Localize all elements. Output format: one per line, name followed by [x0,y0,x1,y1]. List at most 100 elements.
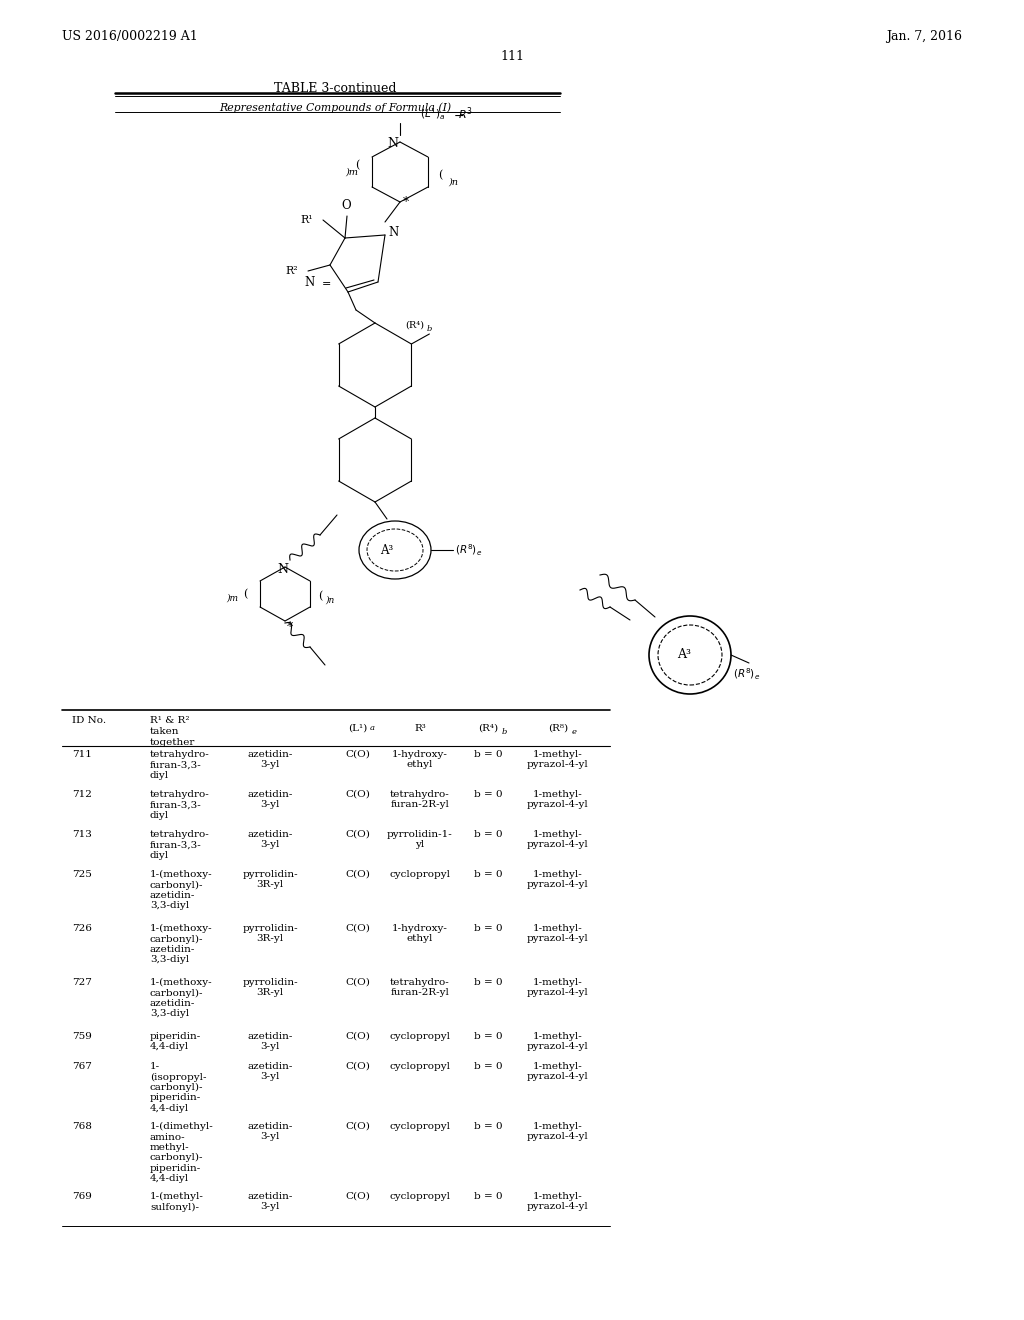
Text: b = 0: b = 0 [474,1032,503,1041]
Text: azetidin-
3-yl: azetidin- 3-yl [248,1122,293,1142]
Text: 1-(methoxy-
carbonyl)-
azetidin-
3,3-diyl: 1-(methoxy- carbonyl)- azetidin- 3,3-diy… [150,978,213,1019]
Text: *: * [287,620,293,634]
Text: 1-methyl-
pyrazol-4-yl: 1-methyl- pyrazol-4-yl [527,1032,589,1052]
Text: $-$: $-$ [453,110,464,121]
Text: A³: A³ [677,648,691,661]
Text: *: * [403,195,410,209]
Text: 1-methyl-
pyrazol-4-yl: 1-methyl- pyrazol-4-yl [527,978,589,998]
Text: Jan. 7, 2016: Jan. 7, 2016 [886,30,962,44]
Text: C(O): C(O) [345,789,371,799]
Text: azetidin-
3-yl: azetidin- 3-yl [248,789,293,809]
Text: cyclopropyl: cyclopropyl [389,1192,451,1201]
Text: 1-(methyl-
sulfonyl)-: 1-(methyl- sulfonyl)- [150,1192,204,1212]
Text: (: ( [318,591,323,601]
Text: (R⁴): (R⁴) [406,321,424,330]
Text: azetidin-
3-yl: azetidin- 3-yl [248,830,293,849]
Text: O: O [341,199,351,213]
Text: $(L^1)_a$: $(L^1)_a$ [420,107,445,121]
Text: C(O): C(O) [345,750,371,759]
Text: =: = [322,279,332,289]
Text: (R⁸): (R⁸) [548,723,568,733]
Text: C(O): C(O) [345,1063,371,1071]
Text: TABLE 3-continued: TABLE 3-continued [273,82,396,95]
Text: N: N [278,564,289,576]
Text: R²: R² [286,267,298,276]
Text: pyrrolidin-
3R-yl: pyrrolidin- 3R-yl [243,978,298,998]
Text: N: N [388,227,398,239]
Text: C(O): C(O) [345,1192,371,1201]
Text: C(O): C(O) [345,1122,371,1131]
Text: pyrrolidin-
3R-yl: pyrrolidin- 3R-yl [243,924,298,944]
Text: azetidin-
3-yl: azetidin- 3-yl [248,1032,293,1052]
Text: (: ( [355,160,360,170]
Text: cyclopropyl: cyclopropyl [389,1032,451,1041]
Text: e: e [572,729,577,737]
Text: b = 0: b = 0 [474,1192,503,1201]
Text: (: ( [244,589,248,599]
Text: piperidin-
4,4-diyl: piperidin- 4,4-diyl [150,1032,202,1052]
Text: azetidin-
3-yl: azetidin- 3-yl [248,1192,293,1212]
Text: C(O): C(O) [345,830,371,840]
Text: b = 0: b = 0 [474,789,503,799]
Text: 1-hydroxy-
ethyl: 1-hydroxy- ethyl [392,750,447,770]
Text: 769: 769 [72,1192,92,1201]
Text: b = 0: b = 0 [474,830,503,840]
Text: $R^3$: $R^3$ [458,106,473,121]
Text: C(O): C(O) [345,978,371,987]
Text: b = 0: b = 0 [474,978,503,987]
Text: pyrrolidin-
3R-yl: pyrrolidin- 3R-yl [243,870,298,890]
Text: 1-(methoxy-
carbonyl)-
azetidin-
3,3-diyl: 1-(methoxy- carbonyl)- azetidin- 3,3-diy… [150,924,213,965]
Text: 726: 726 [72,924,92,933]
Text: 1-methyl-
pyrazol-4-yl: 1-methyl- pyrazol-4-yl [527,789,589,809]
Text: cyclopropyl: cyclopropyl [389,1122,451,1131]
Text: tetrahydro-
furan-3,3-
diyl: tetrahydro- furan-3,3- diyl [150,789,210,820]
Text: )m: )m [345,168,358,177]
Text: C(O): C(O) [345,870,371,879]
Text: b: b [502,729,507,737]
Text: tetrahydro-
furan-2R-yl: tetrahydro- furan-2R-yl [390,978,450,998]
Text: 725: 725 [72,870,92,879]
Text: C(O): C(O) [345,924,371,933]
Text: Representative Compounds of Formula (I): Representative Compounds of Formula (I) [219,102,451,112]
Text: 1-(dimethyl-
amino-
methyl-
carbonyl)-
piperidin-
4,4-diyl: 1-(dimethyl- amino- methyl- carbonyl)- p… [150,1122,214,1183]
Text: $(R^8)_e$: $(R^8)_e$ [733,667,760,682]
Text: pyrrolidin-1-
yl: pyrrolidin-1- yl [387,830,453,849]
Text: $(R^8)_e$: $(R^8)_e$ [455,543,482,557]
Text: cyclopropyl: cyclopropyl [389,1063,451,1071]
Text: b = 0: b = 0 [474,750,503,759]
Text: a: a [370,723,375,733]
Text: b = 0: b = 0 [474,870,503,879]
Text: (R⁴): (R⁴) [478,723,498,733]
Text: 1-hydroxy-
ethyl: 1-hydroxy- ethyl [392,924,447,944]
Text: 1-methyl-
pyrazol-4-yl: 1-methyl- pyrazol-4-yl [527,1122,589,1142]
Text: 713: 713 [72,830,92,840]
Text: 712: 712 [72,789,92,799]
Text: 727: 727 [72,978,92,987]
Text: A³: A³ [380,544,393,557]
Text: R¹ & R²
taken
together: R¹ & R² taken together [150,715,196,747]
Text: tetrahydro-
furan-3,3-
diyl: tetrahydro- furan-3,3- diyl [150,830,210,859]
Text: (: ( [438,170,442,180]
Text: N: N [305,276,315,289]
Text: 768: 768 [72,1122,92,1131]
Text: 711: 711 [72,750,92,759]
Text: 1-
(isopropyl-
carbonyl)-
piperidin-
4,4-diyl: 1- (isopropyl- carbonyl)- piperidin- 4,4… [150,1063,207,1113]
Text: azetidin-
3-yl: azetidin- 3-yl [248,1063,293,1081]
Text: ID No.: ID No. [72,715,106,725]
Text: b: b [427,325,432,333]
Text: 1-(methoxy-
carbonyl)-
azetidin-
3,3-diyl: 1-(methoxy- carbonyl)- azetidin- 3,3-diy… [150,870,213,911]
Text: 759: 759 [72,1032,92,1041]
Text: azetidin-
3-yl: azetidin- 3-yl [248,750,293,770]
Text: 1-methyl-
pyrazol-4-yl: 1-methyl- pyrazol-4-yl [527,830,589,849]
Text: 1-methyl-
pyrazol-4-yl: 1-methyl- pyrazol-4-yl [527,924,589,944]
Text: R³: R³ [414,723,426,733]
Text: tetrahydro-
furan-3,3-
diyl: tetrahydro- furan-3,3- diyl [150,750,210,780]
Text: 1-methyl-
pyrazol-4-yl: 1-methyl- pyrazol-4-yl [527,750,589,770]
Text: N: N [387,137,398,150]
Text: (L¹): (L¹) [348,723,368,733]
Text: cyclopropyl: cyclopropyl [389,870,451,879]
Text: 767: 767 [72,1063,92,1071]
Text: )m: )m [226,594,238,602]
Text: 1-methyl-
pyrazol-4-yl: 1-methyl- pyrazol-4-yl [527,870,589,890]
Text: C(O): C(O) [345,1032,371,1041]
